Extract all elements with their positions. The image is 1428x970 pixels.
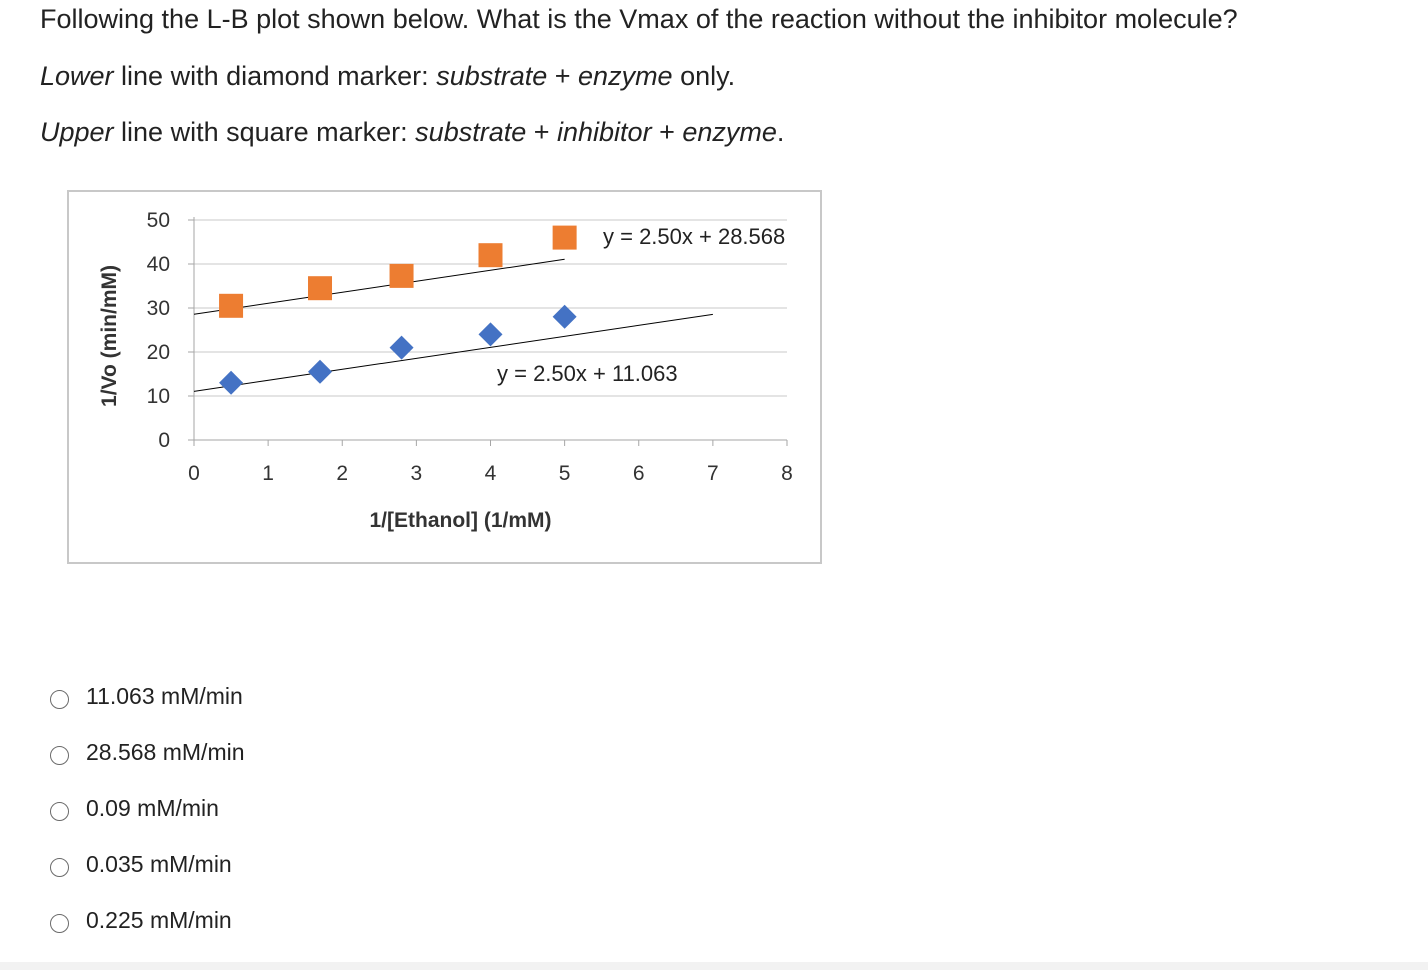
trendline-square: [193, 258, 565, 315]
option-label: 0.035 mM/min: [86, 850, 232, 877]
option-label: 0.09 mM/min: [86, 794, 219, 821]
upper-word: Upper: [40, 117, 114, 147]
substrate-word: substrate: [415, 117, 527, 147]
substrate-word: substrate: [436, 61, 548, 91]
radio-button[interactable]: [50, 801, 69, 821]
y-tick-label: 10: [147, 385, 170, 408]
x-tick-label: 8: [781, 462, 793, 485]
question-line-1: Following the L-B plot shown below. What…: [40, 2, 1238, 36]
data-point-diamond: [219, 370, 244, 395]
data-point-diamond: [308, 359, 333, 384]
option-label: 11.063 mM/min: [86, 682, 243, 709]
y-tick-label: 30: [147, 297, 170, 320]
plus-sign: +: [547, 61, 579, 91]
x-tick-label: 7: [707, 462, 719, 485]
data-point-square: [219, 293, 244, 318]
question-line-3: Upper line with square marker: substrate…: [40, 115, 784, 149]
radio-button[interactable]: [50, 745, 69, 765]
question-text: Following the L-B plot shown below. What…: [40, 4, 1238, 34]
answer-option-5[interactable]: 0.225 mM/min: [50, 892, 245, 948]
data-point-square: [478, 243, 503, 268]
x-tick-label: 5: [559, 462, 571, 485]
option-label: 0.225 mM/min: [86, 906, 232, 933]
upper-line-desc: line with square marker:: [113, 117, 416, 147]
chart-svg: 0 10 20 30 40 50 0 1 2 3 4 5 6 7 8 1/[Ethanol] (1/mM) 1/…: [98, 209, 793, 532]
only-word: only.: [672, 61, 736, 91]
data-point-square: [389, 263, 414, 288]
x-axis-title: 1/[Ethanol] (1/mM): [370, 509, 552, 532]
answer-option-3[interactable]: 0.09 mM/min: [50, 780, 245, 836]
radio-button[interactable]: [50, 857, 69, 877]
answer-option-4[interactable]: 0.035 mM/min: [50, 836, 245, 892]
plus-sign: +: [651, 117, 683, 147]
data-point-diamond: [478, 322, 503, 347]
data-point-square: [552, 225, 577, 250]
x-tick-label: 2: [336, 462, 348, 485]
radio-button[interactable]: [50, 913, 69, 933]
x-tick-label: 6: [633, 462, 645, 485]
trendline-equation: y = 2.50x + 11.063: [497, 361, 678, 386]
x-tick-label: 4: [485, 462, 497, 485]
trendline-equation: y = 2.50x + 28.568: [603, 224, 785, 249]
answer-option-1[interactable]: 11.063 mM/min: [50, 668, 245, 724]
data-point-square: [308, 276, 333, 301]
y-tick-label: 0: [158, 429, 170, 452]
question-line-2: Lower line with diamond marker: substrat…: [40, 59, 735, 93]
y-tick-label: 40: [147, 253, 170, 276]
lineweaver-burk-chart: 0 10 20 30 40 50 0 1 2 3 4 5 6 7 8 1/[Ethanol] (1/mM) 1/…: [67, 190, 822, 564]
answer-option-2[interactable]: 28.568 mM/min: [50, 724, 245, 780]
x-tick-label: 1: [262, 462, 274, 485]
inhibitor-word: inhibitor: [557, 117, 652, 147]
data-point-diamond: [552, 304, 577, 329]
x-tick-label: 0: [188, 462, 200, 485]
x-tick-label: 3: [411, 462, 423, 485]
trendline-diamond: [193, 313, 713, 392]
option-label: 28.568 mM/min: [86, 738, 245, 765]
answer-options: 11.063 mM/min 28.568 mM/min 0.09 mM/min …: [50, 668, 245, 948]
radio-button[interactable]: [50, 689, 69, 709]
page-bottom-strip: [0, 962, 1428, 970]
enzyme-word: enzyme: [578, 61, 673, 91]
y-tick-label: 20: [147, 341, 170, 364]
lower-line-desc: line with diamond marker:: [113, 61, 437, 91]
y-axis-title: 1/Vo (min/mM): [98, 265, 121, 407]
period: .: [776, 117, 785, 147]
plus-sign: +: [526, 117, 558, 147]
lower-word: Lower: [40, 61, 114, 91]
enzyme-word: enzyme: [682, 117, 777, 147]
data-point-diamond: [389, 335, 414, 360]
y-tick-label: 50: [147, 209, 170, 232]
